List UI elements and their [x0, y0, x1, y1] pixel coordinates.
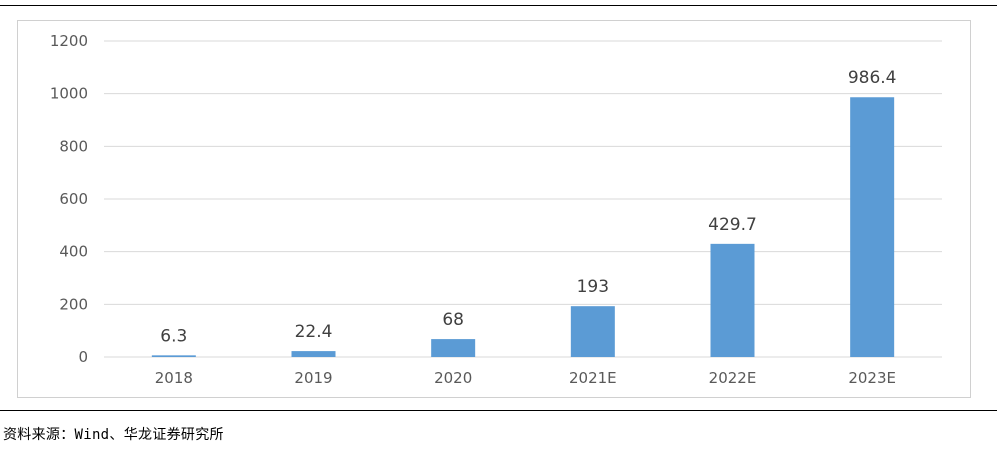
- y-tick-label: 200: [59, 295, 88, 313]
- x-tick-label: 2020: [434, 369, 472, 387]
- y-tick-label: 1200: [50, 32, 88, 50]
- y-tick-label: 0: [78, 348, 88, 366]
- bar-2022E: [710, 243, 755, 357]
- source-note: 资料来源：Wind、华龙证券研究所: [3, 427, 224, 443]
- x-tick-label: 2018: [155, 369, 193, 387]
- y-tick-label: 800: [59, 137, 88, 155]
- top-rule: [0, 5, 997, 6]
- bar-2023E: [850, 97, 895, 358]
- x-tick-label: 2022E: [709, 369, 757, 387]
- data-label: 193: [577, 277, 609, 297]
- bottom-rule: [0, 410, 997, 411]
- x-tick-label: 2023E: [848, 369, 896, 387]
- y-tick-label: 1000: [50, 85, 88, 103]
- bar-2019: [291, 351, 336, 357]
- data-label: 68: [442, 310, 464, 330]
- y-tick-label: 400: [59, 243, 88, 261]
- chart-frame: [17, 20, 971, 398]
- x-tick-label: 2019: [294, 369, 332, 387]
- x-tick-label: 2021E: [569, 369, 617, 387]
- data-label: 6.3: [160, 326, 187, 346]
- bar-2018: [151, 355, 196, 357]
- data-label: 429.7: [708, 215, 757, 235]
- y-tick-label: 600: [59, 190, 88, 208]
- bar-2020: [431, 339, 476, 357]
- bar-chart: 0 200 400 600 800 1000 1200 6.3 2018 22.4 2019 68 20…: [50, 32, 942, 387]
- data-label: 22.4: [295, 322, 333, 342]
- data-label: 986.4: [848, 68, 897, 88]
- bar-2021E: [570, 306, 615, 357]
